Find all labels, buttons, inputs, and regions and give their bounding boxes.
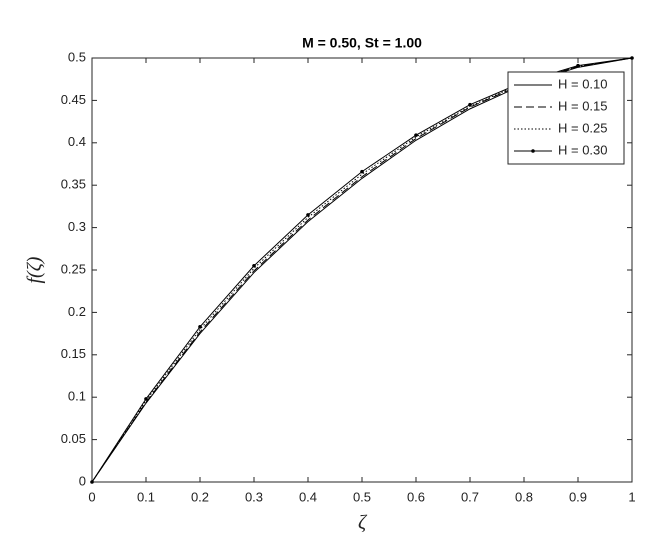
- x-tick-label: 0.5: [353, 489, 371, 504]
- x-tick-label: 0.8: [515, 489, 533, 504]
- legend-label: H = 0.15: [558, 98, 608, 113]
- legend-label: H = 0.10: [558, 76, 608, 91]
- y-tick-label: 0.15: [61, 346, 86, 361]
- series-marker: [576, 63, 580, 68]
- series-marker: [252, 263, 256, 268]
- x-tick-label: 0.7: [461, 489, 479, 504]
- y-tick-label: 0.05: [61, 431, 86, 446]
- y-tick-label: 0.2: [68, 304, 86, 319]
- series-marker: [468, 102, 472, 107]
- legend-marker: [531, 149, 535, 153]
- y-tick-label: 0.4: [68, 134, 86, 149]
- series-marker: [198, 325, 202, 329]
- y-tick-label: 0.1: [68, 389, 86, 404]
- legend-box: [507, 71, 625, 165]
- x-tick-label: 1: [628, 489, 635, 504]
- y-tick-label: 0.25: [61, 261, 86, 276]
- series-marker: [360, 169, 364, 174]
- series-marker: [306, 213, 310, 217]
- y-tick-label: 0.5: [68, 49, 86, 64]
- y-tick-label: 0.45: [61, 92, 86, 107]
- chart-title: M = 0.50, St = 1.00: [302, 35, 422, 51]
- y-tick-label: 0: [79, 473, 86, 488]
- y-tick-label: 0.3: [68, 219, 86, 234]
- legend-label: H = 0.25: [558, 120, 608, 135]
- x-tick-label: 0.6: [407, 489, 425, 504]
- x-tick-label: 0: [88, 489, 95, 504]
- series-marker: [144, 397, 148, 401]
- x-tick-label: 0.1: [137, 489, 155, 504]
- series-marker: [414, 133, 418, 137]
- y-tick-label: 0.35: [61, 177, 86, 192]
- series-marker: [630, 56, 634, 60]
- y-axis-label: f(ζ): [24, 256, 46, 283]
- x-axis-label: ζ: [358, 512, 368, 534]
- x-tick-label: 0.4: [299, 489, 317, 504]
- x-tick-label: 0.9: [569, 489, 587, 504]
- legend-label: H = 0.30: [558, 142, 608, 157]
- x-tick-label: 0.3: [245, 489, 263, 504]
- x-tick-label: 0.2: [191, 489, 209, 504]
- series-marker: [90, 480, 94, 484]
